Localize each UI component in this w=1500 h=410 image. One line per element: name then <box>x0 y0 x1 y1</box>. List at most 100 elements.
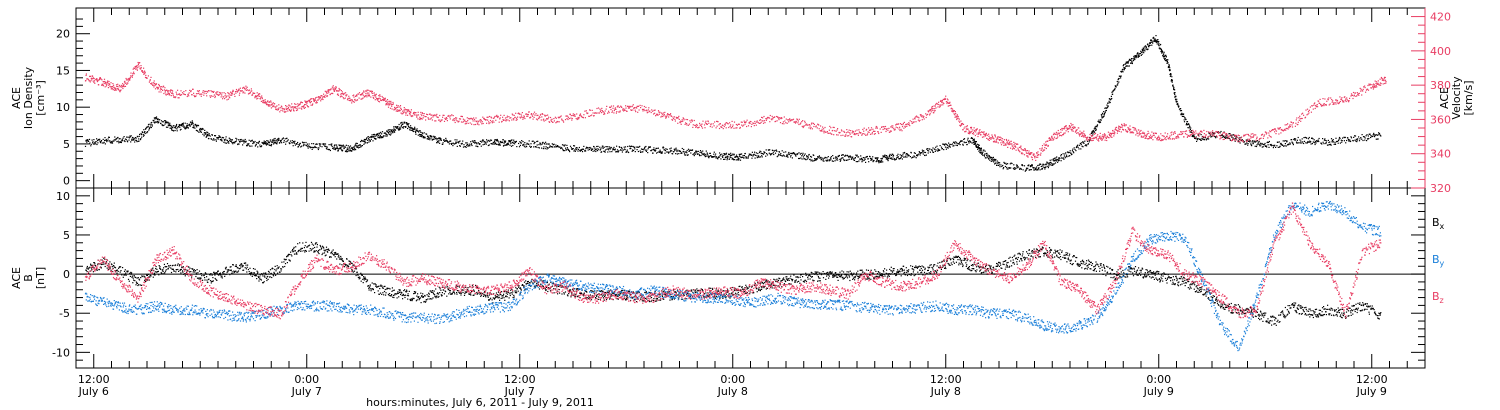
data-point <box>304 106 306 109</box>
data-point <box>790 156 792 158</box>
data-point <box>395 110 397 112</box>
data-point <box>975 145 978 147</box>
data-point <box>243 86 245 88</box>
data-point <box>1187 124 1189 126</box>
data-point <box>149 126 151 128</box>
data-point <box>603 113 605 115</box>
data-point <box>202 133 204 135</box>
data-point <box>713 125 715 127</box>
data-point <box>761 116 763 118</box>
data-point <box>464 123 466 125</box>
data-point <box>679 150 681 152</box>
data-point <box>975 144 977 146</box>
data-point <box>502 141 504 144</box>
data-point <box>167 124 169 126</box>
data-point <box>700 151 702 153</box>
data-point <box>405 114 407 116</box>
data-point <box>1169 67 1171 69</box>
data-point <box>708 155 710 157</box>
data-point <box>336 147 339 149</box>
data-point <box>396 104 398 106</box>
data-point <box>277 138 279 140</box>
data-point <box>841 157 843 159</box>
data-point <box>1247 143 1249 145</box>
data-point <box>1095 125 1097 127</box>
data-point <box>836 157 838 159</box>
data-point <box>839 160 841 162</box>
data-point <box>496 143 498 145</box>
data-point <box>264 141 266 143</box>
data-point <box>1077 146 1079 148</box>
data-point <box>750 154 753 156</box>
data-point <box>1322 141 1324 143</box>
data-point <box>159 86 161 88</box>
data-point <box>390 104 392 106</box>
data-point <box>393 130 395 132</box>
data-point <box>298 107 300 109</box>
data-point <box>457 141 459 143</box>
data-point <box>155 116 158 118</box>
data-point <box>757 156 759 158</box>
data-point <box>355 100 357 102</box>
data-point <box>782 155 784 157</box>
data-point <box>568 149 570 152</box>
data-point <box>91 139 93 141</box>
data-point <box>178 97 180 99</box>
data-point <box>179 93 181 95</box>
data-point <box>577 116 579 119</box>
data-point <box>344 97 346 99</box>
data-point <box>495 139 497 141</box>
data-point <box>292 142 294 144</box>
data-point <box>739 156 741 158</box>
data-point <box>183 91 185 93</box>
data-point <box>780 153 782 155</box>
data-point <box>526 142 528 144</box>
data-point <box>525 144 527 146</box>
data-point <box>193 125 195 127</box>
data-point <box>641 105 643 107</box>
data-point <box>887 160 889 162</box>
data-point <box>530 143 532 145</box>
data-point <box>315 143 317 145</box>
data-point <box>1044 163 1047 165</box>
data-point <box>572 113 574 115</box>
data-point <box>900 156 902 158</box>
data-point <box>496 138 498 141</box>
data-point <box>530 116 532 118</box>
data-point <box>119 91 121 93</box>
data-point <box>1054 162 1057 164</box>
data-point <box>178 93 180 95</box>
data-point <box>439 142 441 144</box>
data-point <box>200 95 202 97</box>
data-point <box>678 115 680 117</box>
data-point <box>512 114 514 116</box>
data-point <box>474 142 476 144</box>
data-point <box>225 96 227 98</box>
data-point <box>674 148 676 150</box>
data-point <box>943 149 945 151</box>
data-point <box>381 131 384 133</box>
data-point <box>924 154 926 157</box>
data-point <box>708 157 710 159</box>
data-point <box>808 153 810 156</box>
data-point <box>358 144 360 146</box>
data-point <box>496 114 498 116</box>
data-point <box>859 158 861 160</box>
data-point <box>675 153 677 155</box>
data-point <box>1238 141 1240 143</box>
data-point <box>111 141 113 143</box>
data-point <box>343 98 345 100</box>
data-point <box>218 135 220 137</box>
data-point <box>119 141 122 143</box>
data-point <box>342 144 344 146</box>
data-point <box>530 146 532 148</box>
data-point <box>269 104 271 106</box>
data-point <box>189 89 191 91</box>
data-point <box>308 100 310 102</box>
data-point <box>270 101 272 103</box>
data-point <box>306 143 308 145</box>
data-point <box>90 80 92 82</box>
data-point <box>486 141 488 143</box>
data-point <box>91 78 93 80</box>
data-point <box>120 86 122 88</box>
